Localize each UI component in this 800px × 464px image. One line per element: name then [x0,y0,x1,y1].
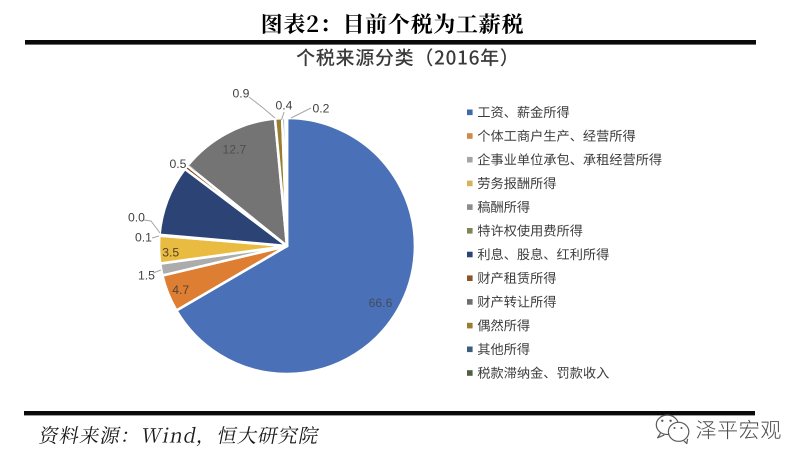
svg-text:4.7: 4.7 [172,283,189,297]
svg-text:1.5: 1.5 [138,269,155,283]
svg-text:0.5: 0.5 [170,157,187,171]
svg-text:0.1: 0.1 [135,231,152,245]
svg-text:3.5: 3.5 [162,246,179,260]
svg-text:0.4: 0.4 [276,99,293,113]
svg-text:66.6: 66.6 [369,296,393,310]
svg-text:0.0: 0.0 [128,211,145,225]
svg-text:12.7: 12.7 [223,143,247,157]
svg-text:0.9: 0.9 [233,87,250,101]
svg-text:0.2: 0.2 [313,102,330,116]
